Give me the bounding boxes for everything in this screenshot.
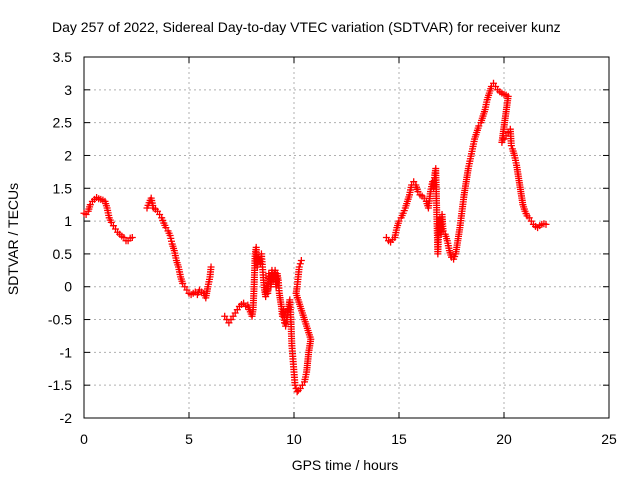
- x-axis-label: GPS time / hours: [292, 457, 399, 473]
- chart-title: Day 257 of 2022, Sidereal Day-to-day VTE…: [52, 19, 561, 35]
- grid-lines: [84, 57, 609, 418]
- y-tick-label: 2: [64, 147, 72, 163]
- data-point: [542, 220, 550, 228]
- y-tick-label: 3: [64, 82, 72, 98]
- y-tick-label: 0.5: [53, 246, 73, 262]
- y-tick-label: 3.5: [53, 49, 73, 65]
- data-points: [80, 79, 550, 396]
- y-tick-label: -1.5: [48, 377, 72, 393]
- y-tick-label: 1: [64, 213, 72, 229]
- x-tick-label: 20: [496, 431, 512, 447]
- data-point: [207, 263, 215, 271]
- data-point: [296, 260, 304, 268]
- x-tick-label: 25: [601, 431, 617, 447]
- axis-ticks: 3.5 3 2.5 2 1.5 1 0.5 0 -0.5 -1 -1.5 -2 0 5 10 15 20 25: [48, 49, 617, 447]
- y-axis-label: SDTVAR / TECUs: [5, 183, 21, 295]
- plot-frame: [83, 56, 610, 419]
- y-tick-label: 0: [64, 279, 72, 295]
- x-tick-label: 10: [286, 431, 302, 447]
- data-point: [507, 142, 515, 150]
- data-point: [297, 256, 305, 264]
- data-point: [128, 234, 136, 241]
- y-tick-label: 1.5: [53, 180, 73, 196]
- y-tick-label: -0.5: [48, 312, 72, 328]
- y-tick-label: -2: [60, 410, 73, 426]
- x-tick-label: 0: [80, 431, 88, 447]
- data-point: [293, 388, 301, 396]
- data-point: [291, 381, 299, 389]
- y-tick-label: -1: [60, 344, 73, 360]
- x-tick-label: 15: [391, 431, 407, 447]
- data-point: [295, 263, 303, 271]
- y-tick-label: 2.5: [53, 115, 73, 131]
- x-tick-label: 5: [185, 431, 193, 447]
